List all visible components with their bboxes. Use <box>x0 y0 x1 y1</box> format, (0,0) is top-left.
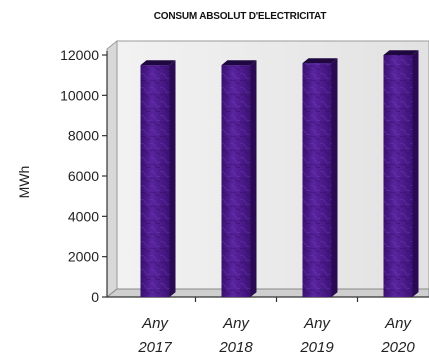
chart-title: CONSUM ABSOLUT D'ELECTRICITAT <box>153 11 327 22</box>
y-tick-label: 12000 <box>60 47 99 63</box>
bar-side <box>331 58 338 298</box>
bar-side <box>250 60 257 298</box>
y-tick-label: 0 <box>91 289 99 305</box>
bar-texture <box>383 55 413 297</box>
x-tick-label: 2017 <box>137 339 172 356</box>
bar-top <box>140 60 176 66</box>
bar-side <box>412 50 419 298</box>
bar-top <box>383 50 419 55</box>
y-tick-label: 8000 <box>68 128 99 144</box>
y-tick-label: 2000 <box>68 249 99 265</box>
bar-top <box>302 58 338 64</box>
bar-texture <box>140 65 170 297</box>
y-tick-label: 10000 <box>60 87 99 103</box>
x-tick-label: 2019 <box>299 339 334 356</box>
x-tick-label: Any <box>384 315 412 332</box>
x-tick-label: 2020 <box>380 339 415 356</box>
y-tick-label: 6000 <box>68 168 99 184</box>
bar-texture <box>221 65 251 297</box>
x-tick-label: Any <box>303 315 331 332</box>
side-wall <box>106 39 118 299</box>
x-tick-label: Any <box>222 315 250 332</box>
bar-side <box>169 60 176 298</box>
bar-texture <box>302 63 332 297</box>
y-tick-label: 4000 <box>68 208 99 224</box>
x-tick-label: Any <box>141 315 169 332</box>
bar-top <box>221 60 257 66</box>
x-tick-label: 2018 <box>218 339 253 356</box>
